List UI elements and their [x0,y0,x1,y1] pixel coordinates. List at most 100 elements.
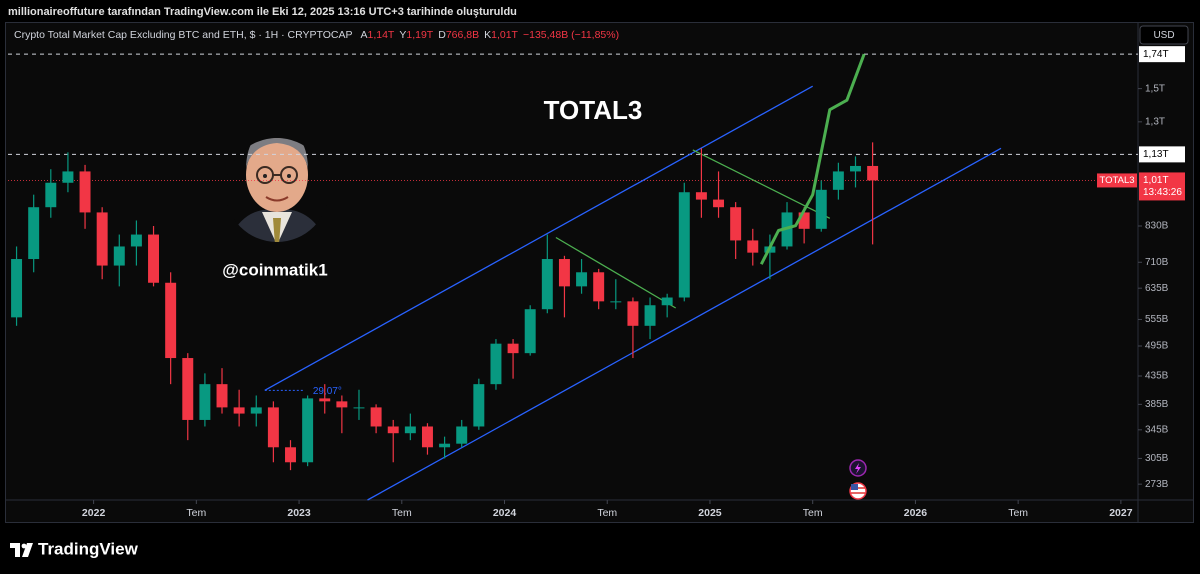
x-tick-label: Tem [392,507,412,519]
candle-body [28,207,40,260]
author-handle: @coinmatik1 [222,260,327,279]
candle-body [113,246,125,266]
legend-key: D [438,29,446,41]
candle-body [558,259,570,287]
brand-name: TradingView [38,539,139,558]
legend-value: 1,01T [491,29,518,41]
y-tick-label: 305B [1145,453,1169,464]
candle-body [96,212,108,266]
candle-body [370,407,382,427]
candle-body [250,407,262,414]
plot-area: 29,07° [8,53,1138,501]
candle-body [285,447,296,463]
x-tick-label: 2026 [904,507,928,519]
candle-body [593,272,605,302]
candle-body [541,259,553,310]
x-tick-label: 2025 [698,507,722,519]
candle-body [713,199,725,208]
price-name-box [1097,173,1137,188]
candle-body [267,407,279,448]
candle-body [353,407,365,409]
candle-body [747,240,759,253]
candle-body [45,182,57,208]
legend-key: A [360,29,367,41]
y-tick-label: 273B [1145,479,1169,490]
level-label: 1,13T [1143,149,1169,160]
candle-body [695,192,707,200]
y-tick-label: 1,5T [1145,83,1165,94]
x-tick-label: Tem [803,507,823,519]
angle-label: 29,07° [313,386,342,397]
candle-body [798,212,810,229]
candle-body [524,309,536,354]
x-tick-label: 2027 [1109,507,1133,519]
candle-body [661,297,673,306]
candle-body [421,426,433,448]
candle-body [404,426,416,434]
projection-line [759,53,866,265]
candle-body [867,165,879,181]
candle-body [439,443,451,448]
level-label-box [1139,146,1185,163]
candle-body [336,401,348,408]
candle-body [832,171,844,190]
candle-body [815,189,827,229]
candle-body [473,384,485,427]
symbol-description: Crypto Total Market Cap Excluding BTC an… [14,29,352,41]
axes: 1,5T 1,3T 830B 710B 635B 555B 495B 435B 385B 345B… [82,46,1185,519]
candle-body [130,234,142,247]
x-tick-label: Tem [597,507,617,519]
attribution: millionaireoffuture tarafından TradingVi… [8,6,517,18]
candle-body [182,358,194,420]
trend-line [555,236,677,309]
candle-body [319,398,331,402]
candle-body [62,171,74,183]
y-tick-label: 1,3T [1145,116,1165,127]
y-tick-label: 345B [1145,424,1169,435]
candle-body [490,343,502,385]
y-tick-label: 710B [1145,257,1169,268]
legend-value: 1,14T [367,29,394,41]
candle-body [730,207,742,241]
legend-key: K [484,29,491,41]
candle-body [165,282,177,359]
candle-body [644,305,656,326]
chart-title: TOTAL3 [544,95,643,125]
candle-body [627,301,639,326]
x-tick-label: 2023 [287,507,311,519]
candle-body [456,426,468,444]
candle-body [216,384,228,408]
currency-label[interactable]: USD [1153,30,1174,41]
candle-body [302,398,314,463]
price-value: 1,01T [1143,175,1169,186]
trend-line [264,85,814,391]
legend-change: −135,48B (−11,85%) [523,29,619,41]
candle-body [610,301,622,303]
legend-key: Y [399,29,406,41]
candle-body [850,165,861,172]
candle-body [233,407,245,414]
x-tick-label: Tem [186,507,206,519]
price-value-box [1139,172,1185,201]
y-tick-label: 435B [1145,371,1169,382]
candle-body [11,259,23,318]
y-tick-label: 635B [1145,283,1169,294]
x-tick-label: 2024 [493,507,517,519]
price-countdown: 13:43:26 [1143,187,1182,198]
legend-value: 766,8B [446,29,479,41]
candle-body [576,272,588,287]
ohlc-legend: A 1,14T Y 1,19T D 766,8B K 1,01T −135,48B (−11,8… [360,29,619,41]
candle-body [148,234,160,283]
candle-body [79,171,91,213]
level-label: 1,74T [1143,49,1169,60]
y-tick-label: 555B [1145,314,1169,325]
y-tick-label: 385B [1145,399,1169,410]
level-label-box [1139,46,1185,63]
flag-canton [851,484,858,490]
currency-button[interactable] [1139,25,1189,45]
event-icon-bolt [855,463,861,474]
x-tick-label: Tem [1008,507,1028,519]
x-tick-label: 2022 [82,507,106,519]
